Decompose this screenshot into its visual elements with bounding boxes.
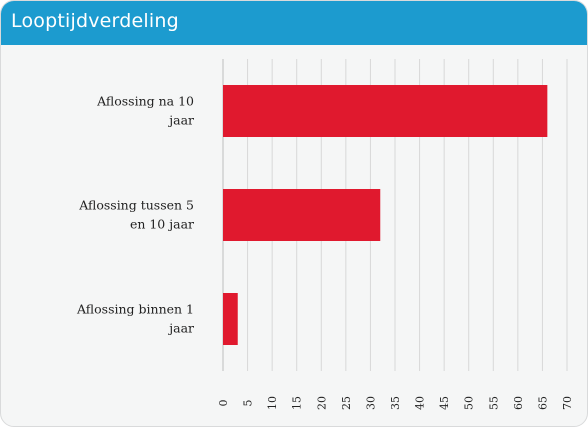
bar: [223, 189, 381, 241]
bar: [223, 293, 238, 345]
x-tick-label: 35: [389, 396, 402, 410]
x-tick-labels: 0 5 10 15 20 25 30 35 40 45 50 55 60 65 70: [217, 396, 574, 410]
category-label: en 10 jaar: [130, 217, 194, 232]
x-tick-label: 25: [340, 396, 353, 410]
x-tick-label: 45: [438, 396, 451, 410]
category-labels: Aflossing na 10 jaar Aflossing tussen 5 en …: [76, 94, 194, 336]
x-tick-label: 70: [561, 396, 574, 410]
x-tick-label: 5: [242, 400, 255, 407]
x-tick-label: 60: [512, 396, 525, 410]
x-tick-label: 55: [487, 396, 500, 410]
category-label: Aflossing tussen 5: [78, 198, 194, 213]
x-tick-label: 50: [463, 396, 476, 410]
bars: [223, 85, 548, 345]
x-tick-label: 20: [315, 396, 328, 410]
category-label: jaar: [167, 321, 194, 336]
category-label: jaar: [167, 113, 194, 128]
x-tick-label: 15: [291, 396, 304, 410]
bar: [223, 85, 548, 137]
x-tick-label: 0: [217, 400, 230, 407]
x-tick-label: 30: [364, 396, 377, 410]
x-tick-label: 10: [266, 396, 279, 410]
title-bar: Looptijdverdeling: [1, 1, 587, 45]
category-label: Aflossing na 10: [96, 94, 194, 109]
category-label: Aflossing binnen 1: [76, 302, 194, 317]
chart-title: Looptijdverdeling: [11, 10, 179, 32]
x-tick-label: 40: [414, 396, 427, 410]
x-tick-label: 65: [536, 396, 549, 410]
